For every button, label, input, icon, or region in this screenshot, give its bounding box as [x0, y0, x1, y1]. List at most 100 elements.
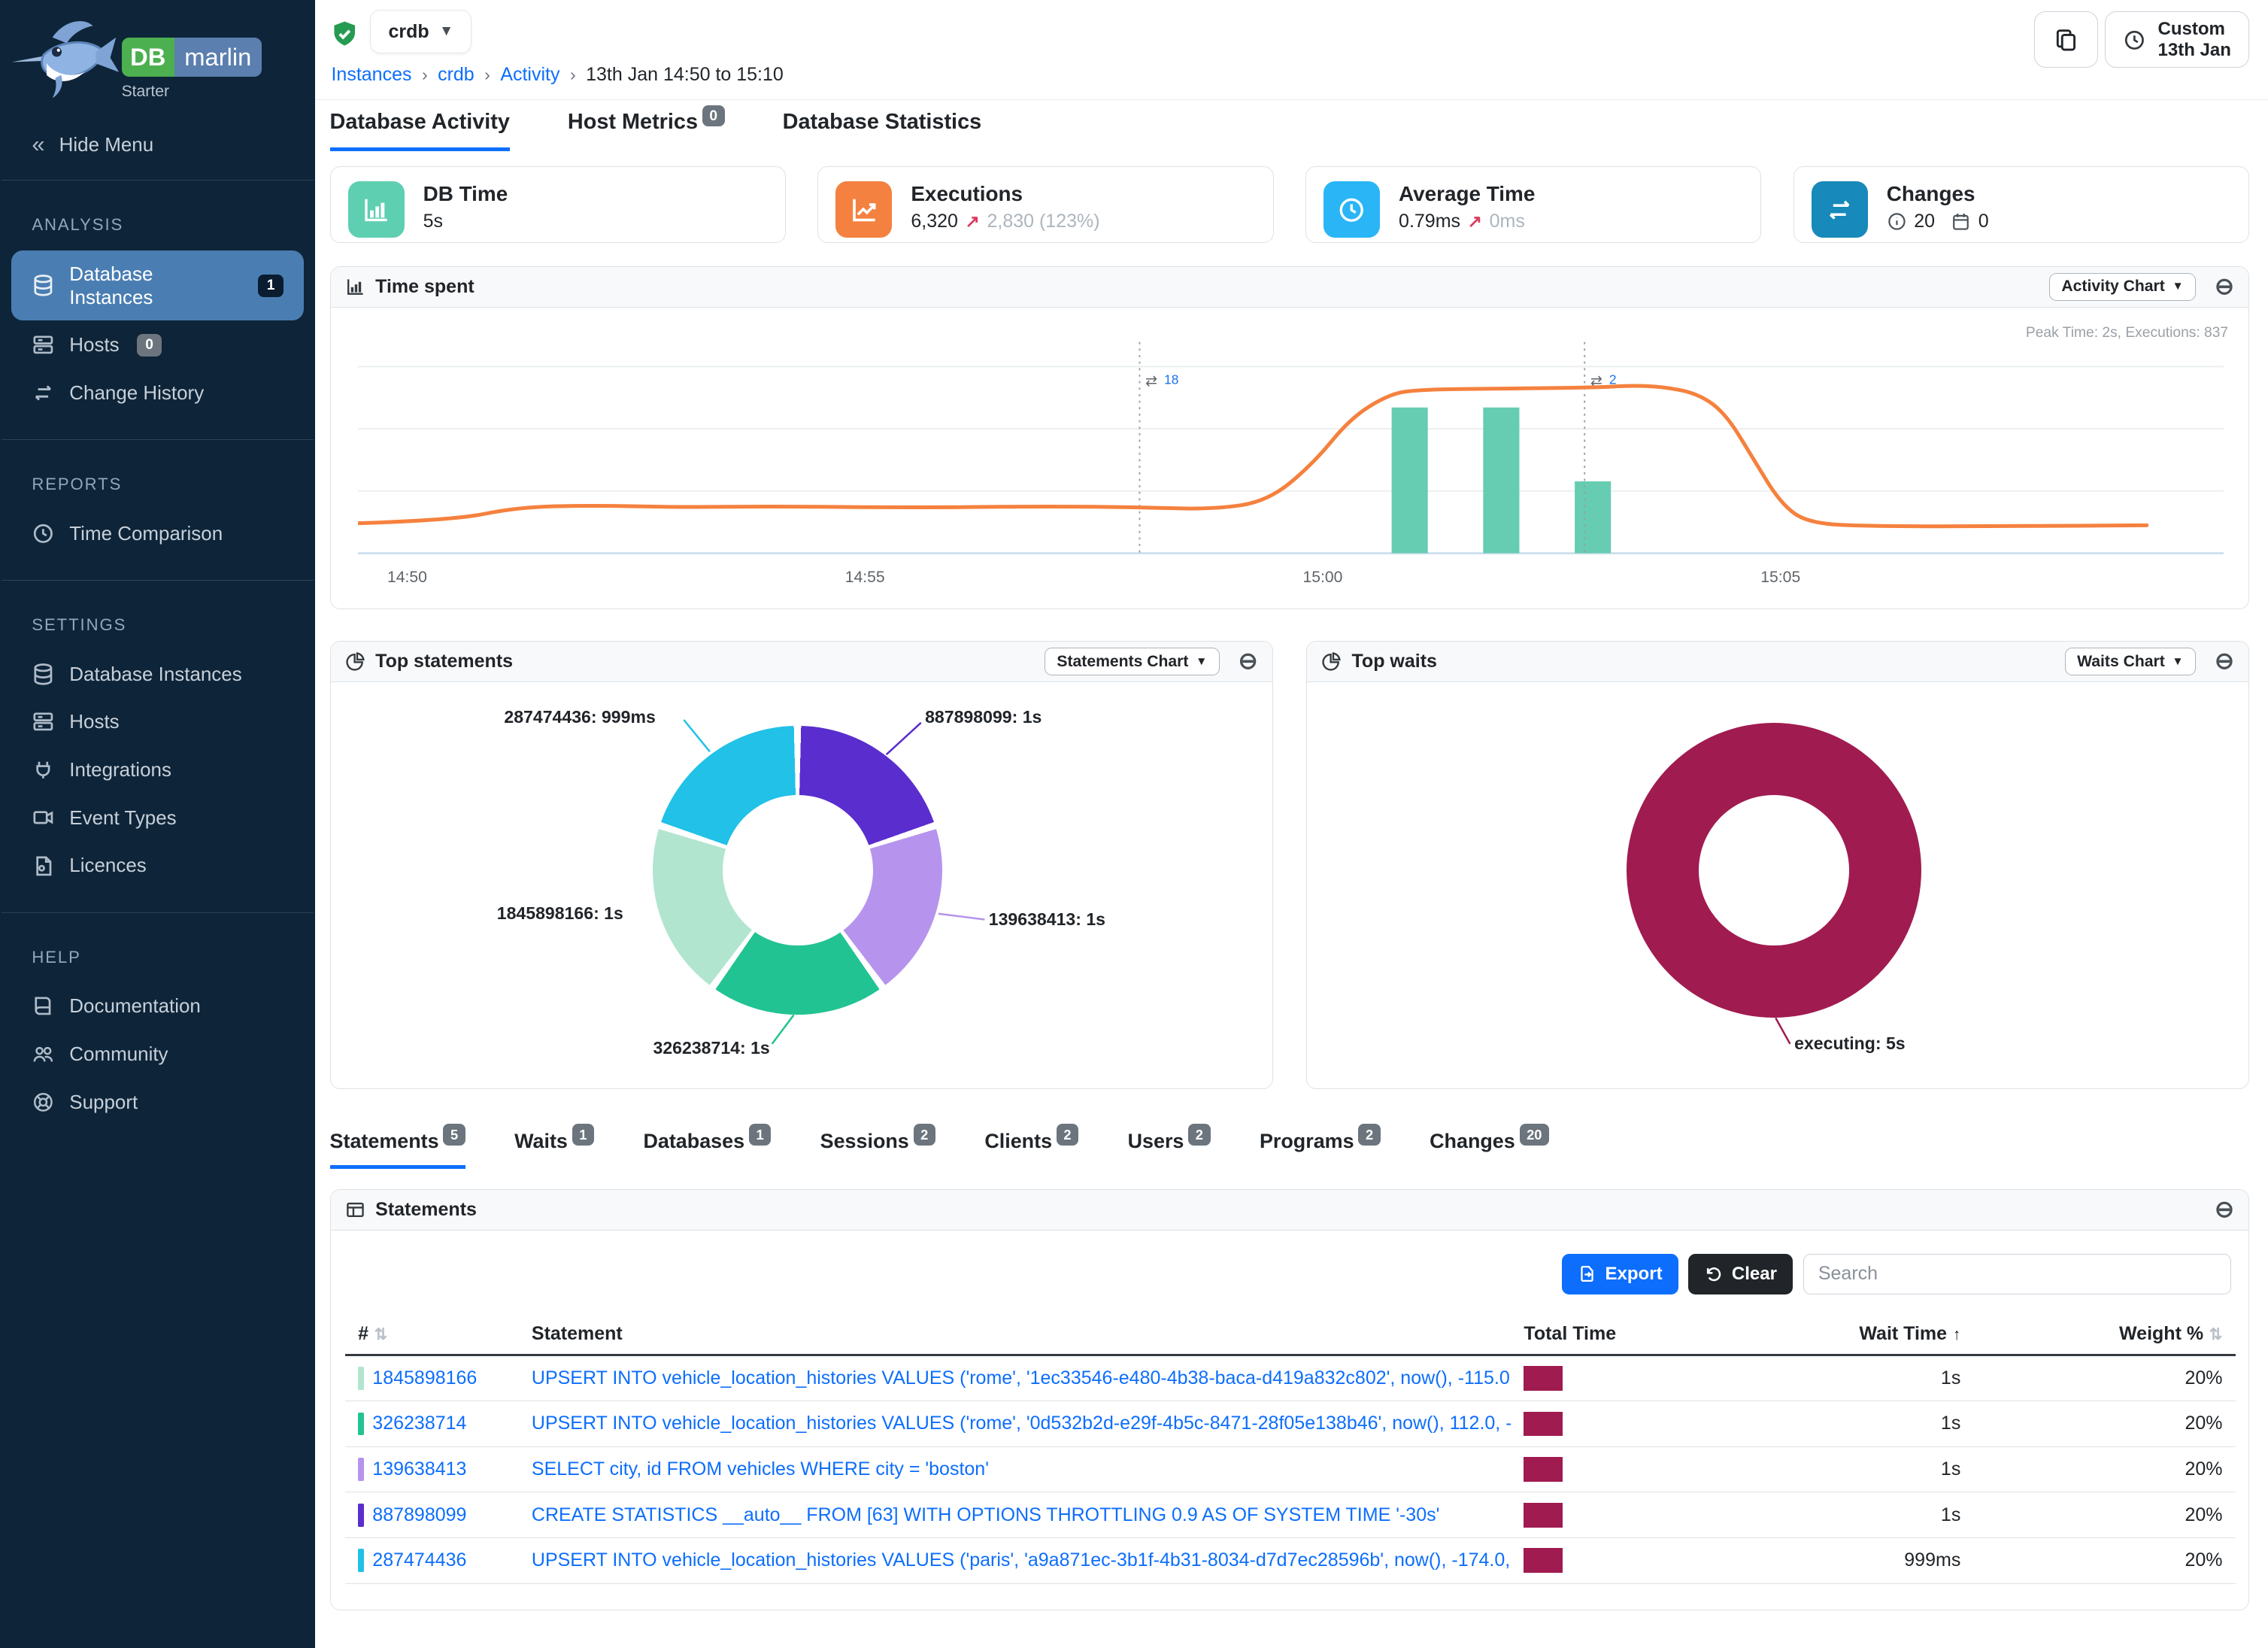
sidebar-item-database-instances[interactable]: Database Instances [11, 651, 304, 697]
tab-database-statistics[interactable]: Database Statistics [783, 110, 982, 151]
change-annotation[interactable]: ⇄ [1590, 374, 1602, 390]
line-chart-icon [835, 181, 893, 238]
card-average-time: Average Time 0.79ms ↗ 0ms [1305, 166, 1762, 244]
change-annotation[interactable]: ⇄ [1145, 374, 1157, 390]
breadcrumb-separator: › [421, 64, 428, 84]
statement-text-link[interactable]: CREATE STATISTICS __auto__ FROM [63] WIT… [531, 1504, 1440, 1525]
breadcrumb-link[interactable]: Activity [500, 63, 560, 85]
count-badge: 1 [572, 1123, 595, 1146]
event-icon [32, 806, 55, 830]
activity-chart[interactable]: ⇄ 18 ⇄ 2 14:50 14:55 15:00 15:05 [358, 336, 2224, 596]
statements-chart-type-select[interactable]: Statements Chart ▼ [1045, 647, 1220, 676]
hide-menu-button[interactable]: « Hide Menu [0, 116, 315, 180]
collapse-panel-icon[interactable]: ⊖ [2215, 1196, 2234, 1223]
health-shield-icon [331, 20, 359, 48]
statements-donut-chart[interactable]: 887898099: 1s 139638413: 1s 326238714: 1s 1… [331, 682, 1272, 1088]
tab-database-activity[interactable]: Database Activity [329, 110, 510, 152]
collapse-panel-icon[interactable]: ⊖ [2215, 648, 2234, 675]
top-bar: crdb ▼ Instances › crdb › Activity › 13th Jan … [315, 0, 2268, 100]
sidebar-item-label: Time Comparison [69, 521, 223, 545]
sidebar-item-licences[interactable]: Licences [11, 842, 304, 889]
database-icon [32, 274, 55, 297]
sidebar-item-hosts[interactable]: Hosts [11, 699, 304, 745]
tab-host-metrics[interactable]: Host Metrics 0 [568, 105, 725, 151]
calendar-icon [1951, 211, 1971, 232]
column-header-statement: Statement [518, 1314, 1511, 1356]
licence-icon [32, 854, 55, 878]
statements-table: # ⇅ Statement Total Time Wait Time ↑ Weight % ⇅… [344, 1314, 2236, 1584]
activity-bar[interactable] [1483, 407, 1520, 554]
statement-id-link[interactable]: 887898099 [372, 1504, 467, 1525]
statement-id-link[interactable]: 287474436 [372, 1549, 467, 1571]
count-badge: 0 [136, 334, 162, 357]
tab-label: Waits [514, 1130, 568, 1153]
search-input[interactable] [1803, 1253, 2231, 1294]
activity-bar[interactable] [1391, 407, 1428, 554]
breadcrumb-link[interactable]: Instances [331, 63, 412, 85]
breadcrumb-link[interactable]: crdb [438, 63, 475, 85]
tab-sessions[interactable]: Sessions 2 [820, 1123, 935, 1168]
tab-clients[interactable]: Clients 2 [984, 1123, 1079, 1168]
count-badge: 2 [1056, 1123, 1079, 1146]
statement-text-link[interactable]: UPSERT INTO vehicle_location_histories V… [531, 1413, 1511, 1434]
statement-id-link[interactable]: 1845898166 [372, 1367, 478, 1389]
statement-id-link[interactable]: 139638413 [372, 1458, 467, 1480]
bar-chart-icon [345, 277, 365, 297]
sort-icon: ↑ [1952, 1326, 1961, 1344]
statement-text-link[interactable]: UPSERT INTO vehicle_location_histories V… [531, 1549, 1511, 1571]
lifebuoy-icon [32, 1091, 55, 1114]
statement-id-link[interactable]: 326238714 [372, 1413, 467, 1434]
card-executions: Executions 6,320 ↗ 2,830 (123%) [817, 166, 1274, 244]
statement-text-link[interactable]: SELECT city, id FROM vehicles WHERE city… [531, 1458, 989, 1480]
waits-chart-type-select[interactable]: Waits Chart ▼ [2064, 647, 2197, 676]
tab-databases[interactable]: Databases 1 [643, 1123, 772, 1168]
collapse-panel-icon[interactable]: ⊖ [1238, 648, 1258, 675]
sidebar-item-time-comparison[interactable]: Time Comparison [11, 511, 304, 557]
sidebar-item-hosts[interactable]: Hosts 0 [11, 322, 304, 369]
clear-button[interactable]: Clear [1688, 1253, 1793, 1294]
database-icon [32, 663, 55, 686]
sidebar-item-change-history[interactable]: Change History [11, 370, 304, 417]
wait-time-value: 1s [1727, 1401, 1974, 1447]
export-button[interactable]: Export [1561, 1253, 1678, 1294]
top-statements-title: Top statements [375, 651, 514, 672]
tab-label: Database Statistics [782, 110, 982, 135]
time-range-button[interactable]: Custom 13th Jan [2105, 11, 2250, 68]
copy-link-button[interactable] [2034, 11, 2098, 68]
sidebar-item-database-instances[interactable]: Database Instances 1 [11, 250, 304, 321]
count-badge: 20 [1519, 1123, 1550, 1146]
clock-icon [32, 522, 55, 545]
card-title: Executions [911, 182, 1023, 206]
column-header-[interactable]: # ⇅ [344, 1314, 519, 1356]
tab-statements[interactable]: Statements 5 [329, 1123, 465, 1169]
collapse-panel-icon[interactable]: ⊖ [2215, 272, 2234, 299]
tab-users[interactable]: Users 2 [1128, 1123, 1211, 1168]
sidebar-item-label: Database Instances [69, 262, 153, 308]
total-time-bar [1524, 1502, 1563, 1528]
table-row: 287474436 UPSERT INTO vehicle_location_hi… [344, 1537, 2236, 1584]
activity-chart-type-select[interactable]: Activity Chart ▼ [2049, 272, 2197, 302]
column-header-weight[interactable]: Weight % ⇅ [1973, 1314, 2236, 1356]
tab-waits[interactable]: Waits 1 [514, 1123, 595, 1168]
sidebar-item-integrations[interactable]: Integrations [11, 747, 304, 794]
sidebar-item-documentation[interactable]: Documentation [11, 983, 304, 1030]
db-time-line[interactable] [358, 384, 2149, 529]
book-icon [32, 994, 55, 1018]
database-icon [32, 663, 55, 686]
sidebar-item-community[interactable]: Community [11, 1031, 304, 1078]
tab-changes[interactable]: Changes 20 [1430, 1123, 1550, 1168]
sidebar-item-event-types[interactable]: Event Types [11, 794, 304, 841]
card-value: 0.79ms ↗ 0ms [1399, 211, 1525, 232]
breadcrumb: Instances › crdb › Activity › 13th Jan 14:50 t… [331, 64, 783, 86]
sidebar-item-support[interactable]: Support [11, 1079, 304, 1125]
activity-bar[interactable] [1575, 481, 1612, 554]
pie-chart-icon [345, 651, 365, 672]
column-header-waittime[interactable]: Wait Time ↑ [1727, 1314, 1974, 1356]
instance-selector[interactable]: crdb ▼ [370, 10, 472, 54]
statement-text-link[interactable]: UPSERT INTO vehicle_location_histories V… [531, 1367, 1511, 1389]
waits-donut-chart[interactable]: executing: 5s [1307, 682, 2248, 1088]
lifebuoy-icon [32, 1091, 55, 1114]
tab-programs[interactable]: Programs 2 [1260, 1123, 1381, 1168]
brand-db: DB [121, 38, 174, 77]
x-axis-tick: 14:55 [845, 569, 885, 586]
